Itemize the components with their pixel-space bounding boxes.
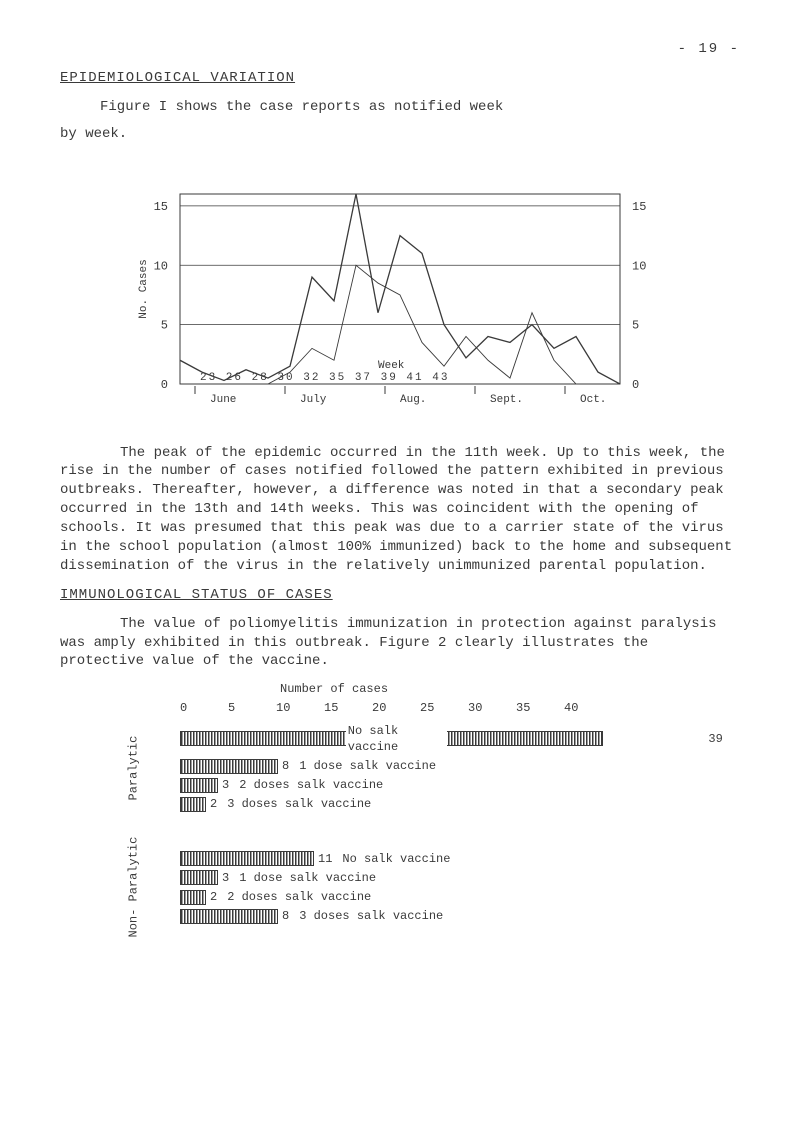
bar-value: 3 [222,777,229,793]
bar-row: 2 2 doses salk vaccine [146,889,680,905]
svg-text:No. Cases: No. Cases [138,259,150,318]
bar-row: 3 1 dose salk vaccine [146,870,680,886]
bar-row: 8 3 doses salk vaccine [146,908,680,924]
bar-segment [180,778,218,793]
bar-value: 11 [318,851,332,867]
svg-text:10: 10 [154,259,168,273]
intro-line-a: Figure I shows the case reports as notif… [60,98,740,117]
bar-value: 2 [210,889,217,905]
bar-tick: 5 [228,700,276,716]
bar-segment [180,797,206,812]
bar-value: 39 [708,731,722,747]
bar-label: 2 doses salk vaccine [239,777,733,793]
bar-value: 2 [210,796,217,812]
body-paragraph-2: The value of poliomyelitis immunization … [60,615,740,672]
bar-segment [180,851,314,866]
bar-chart-axis-title: Number of cases [280,681,680,697]
bar-segment [180,890,206,905]
bar-tick: 10 [276,700,324,716]
bar-inline-label: No salk vaccine [346,723,447,755]
svg-text:June: June [210,394,236,406]
svg-text:Aug.: Aug. [400,394,426,406]
bar-row: 2 3 doses salk vaccine [146,796,733,812]
intro-line-b: by week. [60,125,740,144]
svg-text:Sept.: Sept. [490,394,523,406]
bar-label: 2 doses salk vaccine [227,889,680,905]
page-number: - 19 - [60,40,740,59]
bar-label: 3 doses salk vaccine [299,908,680,924]
svg-text:15: 15 [154,199,168,213]
body-paragraph-1: The peak of the epidemic occurred in the… [60,444,740,576]
bar-tick: 0 [180,700,228,716]
bar-group: Paralytic No salk vaccine3981 dose salk … [120,720,680,816]
bar-row: 3 2 doses salk vaccine [146,777,733,793]
line-chart: 0 5 10 15 0 5 10 15 No. Cases 23 26 28 30 32 35 3… [120,164,680,424]
bar-segment [180,759,278,774]
svg-text:5: 5 [161,318,168,332]
bar-row: 8 1 dose salk vaccine [146,758,733,774]
svg-text:5: 5 [632,318,639,332]
bar-tick: 35 [516,700,564,716]
bar-group-label: Paralytic [125,735,141,800]
bar-value: 8 [282,908,289,924]
svg-text:Week: Week [378,360,405,372]
bar-label: 1 dose salk vaccine [299,758,733,774]
svg-text:15: 15 [632,199,646,213]
bar-row: No salk vaccine 39 [146,723,733,755]
bar-segment [180,870,218,885]
section-title-1: EPIDEMIOLOGICAL VARIATION [60,69,740,88]
svg-text:0: 0 [632,378,639,392]
bar-chart-axis-ticks: 0510152025303540 [180,700,680,716]
bar-label: No salk vaccine [342,851,680,867]
bar-tick: 20 [372,700,420,716]
bar-row: 11 No salk vaccine [146,851,680,867]
line-chart-svg: 0 5 10 15 0 5 10 15 No. Cases 23 26 28 30 32 35 3… [120,164,680,424]
bar-tick: 40 [564,700,612,716]
bar-value: 8 [282,758,289,774]
bar-segment [180,909,278,924]
bar-label: 3 doses salk vaccine [227,796,733,812]
bar-value: 3 [222,870,229,886]
svg-text:23 26 28 30 32 35: 23 26 28 30 32 35 37 39 41 43 [200,372,449,384]
bar-tick: 15 [324,700,372,716]
svg-text:July: July [300,394,327,406]
bar-tick: 30 [468,700,516,716]
bar-group-label: Non- Paralytic [125,837,141,938]
bar-label: 1 dose salk vaccine [239,870,680,886]
svg-text:10: 10 [632,259,646,273]
section-title-2: IMMUNOLOGICAL STATUS OF CASES [60,586,740,605]
bar-tick: 25 [420,700,468,716]
svg-text:0: 0 [161,378,168,392]
svg-text:Oct.: Oct. [580,394,606,406]
bar-group: Non- Paralytic11No salk vaccine31 dose s… [120,848,680,928]
bar-chart: Number of cases 0510152025303540 Paralyt… [120,681,680,927]
